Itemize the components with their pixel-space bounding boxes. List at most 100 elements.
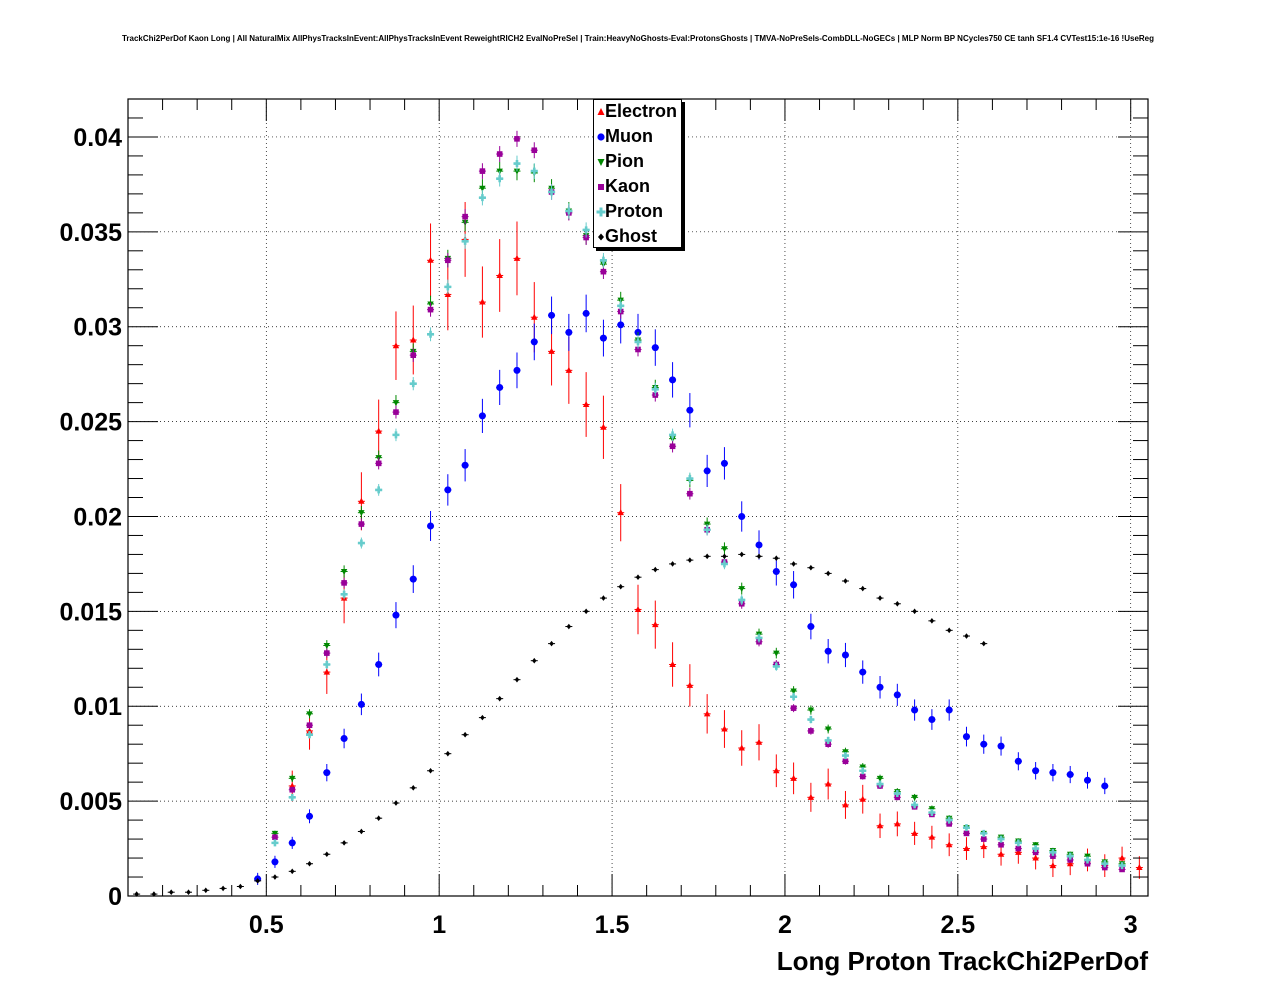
- data-point: [912, 608, 917, 615]
- data-point: [687, 490, 693, 497]
- data-point: [375, 460, 382, 467]
- axis-ticks: [127, 98, 1148, 897]
- data-point: [618, 583, 623, 590]
- data-point: [738, 596, 746, 604]
- y-tick-label: 0.01: [73, 693, 122, 721]
- legend-label-ghost: Ghost: [605, 226, 657, 246]
- data-point: [962, 824, 970, 832]
- x-tick-label: 2: [778, 911, 792, 939]
- data-point: [427, 330, 435, 338]
- data-point: [496, 271, 503, 278]
- data-point: [271, 830, 279, 837]
- data-point: [307, 860, 312, 867]
- data-point: [790, 693, 798, 701]
- data-point: [272, 874, 278, 880]
- data-point: [703, 467, 711, 475]
- data-point: [599, 334, 607, 342]
- data-point: [807, 716, 815, 724]
- data-point: [427, 306, 434, 313]
- data-point: [945, 816, 953, 824]
- data-series: [133, 130, 1143, 897]
- data-point: [1014, 839, 1022, 847]
- data-point: [392, 431, 400, 439]
- data-point: [739, 551, 744, 558]
- data-point: [169, 889, 174, 896]
- data-point: [375, 660, 383, 668]
- data-point: [306, 812, 314, 820]
- data-point: [928, 716, 936, 724]
- data-point: [357, 539, 365, 547]
- data-point: [773, 650, 780, 657]
- data-point: [1032, 845, 1040, 853]
- data-point: [323, 660, 331, 668]
- data-point: [358, 510, 365, 517]
- data-point: [755, 738, 763, 745]
- data-point: [186, 889, 191, 896]
- y-tick-label: 0.02: [73, 503, 122, 531]
- data-point: [461, 461, 469, 469]
- data-point: [686, 475, 694, 483]
- data-point: [392, 342, 400, 349]
- x-axis-title: Long Proton TrackChi2PerDof: [777, 946, 1149, 976]
- data-point: [392, 400, 400, 407]
- data-point: [669, 376, 677, 384]
- data-point: [478, 194, 486, 202]
- data-point: [790, 774, 797, 781]
- legend-marker-kaon: [598, 184, 604, 190]
- y-tick-label: 0.03: [73, 314, 122, 342]
- series-ghost: [133, 551, 988, 897]
- data-point: [980, 829, 988, 837]
- data-point: [1119, 866, 1125, 873]
- data-point: [479, 298, 486, 305]
- data-point: [651, 385, 659, 393]
- data-point: [738, 586, 745, 593]
- data-point: [772, 662, 780, 670]
- data-point: [566, 623, 572, 630]
- data-point: [981, 640, 986, 647]
- legend-label-proton: Proton: [605, 201, 663, 221]
- data-point: [876, 683, 884, 691]
- data-point: [980, 740, 988, 748]
- data-point: [617, 302, 625, 310]
- legend-marker-electron: [597, 108, 605, 115]
- data-point: [478, 412, 486, 420]
- data-point: [411, 785, 416, 791]
- data-point: [1083, 776, 1091, 784]
- data-point: [893, 790, 901, 798]
- data-point: [895, 600, 900, 607]
- data-point: [841, 752, 849, 760]
- data-point: [893, 691, 901, 699]
- data-point: [946, 821, 952, 827]
- data-point: [461, 237, 469, 245]
- legend-item-ghost: Ghost: [594, 225, 683, 250]
- data-point: [582, 309, 590, 317]
- data-point: [721, 725, 728, 732]
- data-point: [582, 401, 590, 408]
- data-point: [1032, 849, 1039, 856]
- data-point: [772, 568, 780, 576]
- data-point: [479, 168, 486, 174]
- data-point: [1118, 862, 1126, 870]
- data-point: [427, 522, 435, 530]
- data-point: [634, 605, 642, 612]
- data-point: [790, 581, 798, 589]
- data-point: [860, 585, 865, 592]
- data-point: [703, 710, 711, 717]
- x-tick-label: 3: [1124, 911, 1138, 939]
- data-point: [825, 741, 831, 747]
- data-point: [842, 801, 849, 808]
- data-point: [669, 431, 677, 439]
- data-point: [340, 734, 348, 742]
- data-point: [288, 839, 296, 847]
- data-point: [894, 794, 901, 801]
- data-point: [686, 406, 694, 414]
- data-point: [808, 728, 814, 734]
- series-proton: [271, 155, 1126, 870]
- legend-item-pion: Pion: [594, 150, 683, 175]
- data-point: [720, 560, 728, 568]
- data-point: [825, 570, 831, 577]
- y-tick-label: 0.04: [73, 124, 122, 152]
- data-point: [1015, 848, 1022, 855]
- data-point: [670, 561, 675, 567]
- data-point: [859, 767, 867, 775]
